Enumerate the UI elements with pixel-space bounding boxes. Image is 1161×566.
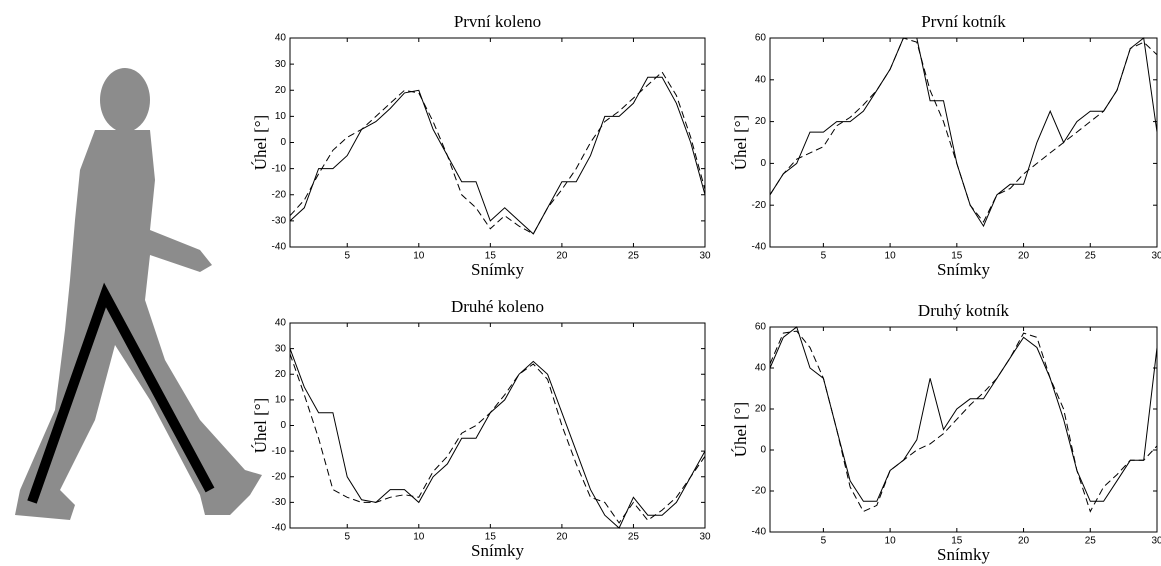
x-tick-label: 20 bbox=[556, 532, 568, 543]
x-tick-label: 15 bbox=[485, 532, 497, 543]
x-axis-label: Snímky bbox=[937, 260, 990, 279]
y-tick-label: -30 bbox=[272, 216, 287, 227]
plot-frame bbox=[769, 37, 1158, 248]
y-tick-label: -10 bbox=[272, 163, 287, 174]
data-line bbox=[289, 76, 706, 235]
y-tick-label: -20 bbox=[272, 471, 287, 482]
data-line bbox=[289, 353, 706, 524]
y-tick-label: 0 bbox=[760, 158, 766, 169]
y-tick-label: -40 bbox=[752, 242, 767, 253]
x-tick-label: 15 bbox=[951, 536, 963, 547]
y-tick-label: 20 bbox=[755, 116, 767, 127]
x-tick-label: 20 bbox=[556, 251, 568, 262]
data-line bbox=[769, 37, 1158, 223]
chart-title: Druhý kotník bbox=[918, 301, 1010, 320]
plot-frame bbox=[289, 322, 706, 529]
y-tick-label: 20 bbox=[275, 85, 287, 96]
y-tick-label: 60 bbox=[755, 33, 767, 44]
x-tick-label: 10 bbox=[413, 251, 425, 262]
x-axis-label: Snímky bbox=[471, 541, 524, 560]
x-tick-label: 25 bbox=[628, 532, 640, 543]
chart-title: První kotník bbox=[921, 12, 1006, 31]
y-tick-label: 40 bbox=[755, 363, 767, 374]
y-axis-label: Úhel [°] bbox=[731, 402, 750, 457]
x-axis-label: Snímky bbox=[471, 260, 524, 279]
x-tick-label: 5 bbox=[821, 536, 827, 547]
x-tick-label: 10 bbox=[413, 532, 425, 543]
x-tick-label: 15 bbox=[951, 251, 963, 262]
data-line bbox=[769, 330, 1158, 513]
x-tick-label: 10 bbox=[885, 536, 897, 547]
y-tick-label: 40 bbox=[275, 33, 287, 44]
plot-frame bbox=[769, 326, 1158, 533]
plot-frame bbox=[289, 37, 706, 248]
x-tick-label: 5 bbox=[821, 251, 827, 262]
x-tick-label: 5 bbox=[344, 532, 350, 543]
y-tick-label: 30 bbox=[275, 343, 287, 354]
y-tick-label: 30 bbox=[275, 59, 287, 70]
chart-title: První koleno bbox=[454, 12, 541, 31]
y-tick-label: -20 bbox=[752, 200, 767, 211]
x-tick-label: 15 bbox=[485, 251, 497, 262]
y-tick-label: 60 bbox=[755, 322, 767, 333]
x-tick-label: 10 bbox=[885, 251, 897, 262]
y-axis-label: Úhel [°] bbox=[251, 115, 270, 170]
x-tick-label: 30 bbox=[1151, 536, 1161, 547]
y-tick-label: -40 bbox=[752, 527, 767, 538]
x-tick-label: 25 bbox=[628, 251, 640, 262]
y-tick-label: 40 bbox=[755, 74, 767, 85]
y-tick-label: -20 bbox=[272, 189, 287, 200]
y-axis-label: Úhel [°] bbox=[251, 398, 270, 453]
data-line bbox=[289, 348, 706, 529]
x-tick-label: 30 bbox=[699, 532, 711, 543]
x-tick-label: 30 bbox=[1151, 251, 1161, 262]
data-line bbox=[769, 326, 1158, 502]
data-line bbox=[289, 71, 706, 235]
y-tick-label: -30 bbox=[272, 497, 287, 508]
y-tick-label: -40 bbox=[272, 242, 287, 253]
x-tick-label: 30 bbox=[699, 251, 711, 262]
y-tick-label: -10 bbox=[272, 446, 287, 457]
y-tick-label: 0 bbox=[280, 137, 286, 148]
y-tick-label: 10 bbox=[275, 111, 287, 122]
x-tick-label: 5 bbox=[344, 251, 350, 262]
y-tick-label: 20 bbox=[755, 404, 767, 415]
x-axis-label: Snímky bbox=[937, 545, 990, 564]
data-line bbox=[769, 37, 1158, 228]
y-tick-label: -40 bbox=[272, 523, 287, 534]
x-tick-label: 20 bbox=[1018, 251, 1030, 262]
leg-skeleton bbox=[27, 282, 215, 504]
y-tick-label: 20 bbox=[275, 369, 287, 380]
x-tick-label: 25 bbox=[1085, 251, 1097, 262]
x-tick-label: 20 bbox=[1018, 536, 1030, 547]
y-tick-label: 40 bbox=[275, 318, 287, 329]
walker-silhouette bbox=[15, 68, 262, 520]
y-tick-label: 0 bbox=[760, 445, 766, 456]
y-axis-label: Úhel [°] bbox=[731, 115, 750, 170]
y-tick-label: 10 bbox=[275, 395, 287, 406]
chart-title: Druhé koleno bbox=[451, 297, 544, 316]
y-tick-label: 0 bbox=[280, 420, 286, 431]
x-tick-label: 25 bbox=[1085, 536, 1097, 547]
y-tick-label: -20 bbox=[752, 486, 767, 497]
